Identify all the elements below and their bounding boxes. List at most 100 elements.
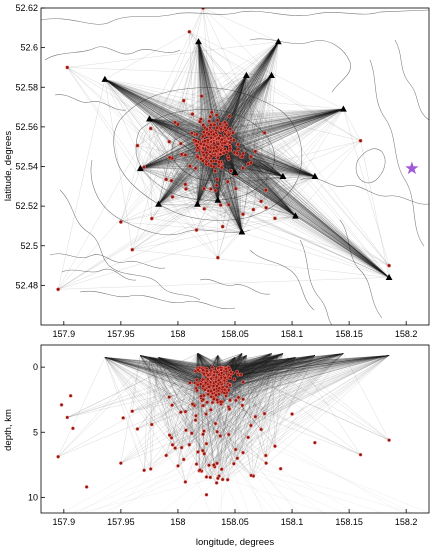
map-ray bbox=[228, 176, 284, 205]
map-event-dot bbox=[228, 127, 233, 131]
map-ray bbox=[211, 75, 247, 113]
map-ray bbox=[198, 41, 223, 128]
map-ray bbox=[260, 108, 344, 202]
map-ray bbox=[140, 161, 207, 169]
map-ray bbox=[218, 75, 247, 150]
map-ray bbox=[216, 127, 315, 177]
map-ray bbox=[225, 142, 236, 173]
map-ray bbox=[264, 108, 344, 134]
map-panel: 157.9 157.95 158 158.05 158.1 158.15 158.2 52.… bbox=[3, 3, 430, 339]
map-ray bbox=[219, 108, 344, 149]
map-ray bbox=[177, 75, 272, 125]
map-ray bbox=[206, 164, 315, 177]
map-ray bbox=[225, 142, 315, 177]
map-ray bbox=[218, 138, 315, 177]
map-ray bbox=[221, 75, 247, 128]
map-ray bbox=[104, 79, 215, 143]
map-ray bbox=[198, 41, 223, 142]
map-ray bbox=[242, 75, 272, 215]
map-ray bbox=[158, 189, 266, 205]
map-ray bbox=[214, 41, 279, 125]
map-ray bbox=[144, 166, 198, 205]
map-event-dot bbox=[208, 187, 213, 191]
depth-event-dot bbox=[220, 477, 225, 482]
map-ray bbox=[212, 108, 344, 142]
map-ray bbox=[198, 41, 265, 133]
depth-event-dot bbox=[264, 453, 268, 458]
map-ray bbox=[104, 79, 220, 149]
depth-event-dot bbox=[214, 375, 219, 380]
map-ray bbox=[197, 162, 222, 205]
map-ray bbox=[219, 41, 279, 129]
map-ray bbox=[217, 154, 238, 201]
map-ray bbox=[198, 41, 222, 163]
map-ray bbox=[104, 79, 236, 175]
map-ray bbox=[202, 151, 315, 177]
map-ray bbox=[185, 108, 344, 185]
map-ray bbox=[207, 139, 315, 177]
map-ray bbox=[223, 75, 247, 123]
map-ray bbox=[104, 79, 203, 153]
map-ray bbox=[202, 75, 272, 142]
map-ray bbox=[314, 140, 361, 177]
map-event-dot bbox=[65, 65, 70, 70]
map-ray bbox=[237, 144, 284, 177]
map-ray bbox=[214, 108, 344, 136]
map-event-dot bbox=[187, 29, 192, 34]
map-ray bbox=[236, 75, 272, 155]
map-ray bbox=[104, 79, 219, 139]
depth-event-dot bbox=[167, 395, 172, 399]
map-ray bbox=[149, 118, 203, 150]
map-ray bbox=[175, 122, 315, 177]
map-ray bbox=[169, 157, 219, 201]
map-ray bbox=[149, 118, 208, 141]
map-ray bbox=[206, 161, 219, 201]
map-ray bbox=[233, 75, 272, 141]
map-ray bbox=[229, 75, 272, 151]
map-ray bbox=[229, 41, 279, 148]
map-ray bbox=[140, 158, 208, 169]
map-event-dot bbox=[215, 125, 220, 130]
map-ray bbox=[225, 108, 344, 143]
map-ray bbox=[195, 168, 283, 177]
map-ray bbox=[104, 79, 210, 158]
map-ray bbox=[210, 41, 279, 138]
map-ray bbox=[224, 140, 284, 177]
map-ray bbox=[198, 41, 225, 129]
map-ray bbox=[197, 156, 217, 205]
map-ray bbox=[57, 79, 106, 290]
map-ray bbox=[209, 155, 219, 201]
map-ray bbox=[220, 75, 272, 139]
map-ray bbox=[197, 161, 212, 205]
map-ray bbox=[218, 154, 315, 177]
map-ray bbox=[104, 79, 222, 142]
map-ray bbox=[227, 41, 279, 157]
map-ray bbox=[220, 108, 344, 139]
map-ray bbox=[221, 41, 279, 130]
map-ray bbox=[225, 140, 236, 173]
map-ray bbox=[218, 138, 315, 177]
map-ray bbox=[221, 108, 344, 128]
map-ray bbox=[224, 75, 272, 150]
map-ray bbox=[211, 75, 272, 145]
map-ray bbox=[180, 75, 272, 144]
map-ray bbox=[214, 108, 344, 155]
map-ray bbox=[104, 79, 212, 140]
map-ray bbox=[169, 157, 283, 177]
map-ray bbox=[198, 41, 256, 152]
map-event-dot bbox=[263, 188, 268, 193]
map-ray bbox=[204, 154, 315, 177]
map-event-dot bbox=[200, 134, 205, 139]
map-ray bbox=[169, 75, 272, 158]
map-ray bbox=[221, 41, 279, 140]
map-ray bbox=[104, 79, 215, 136]
depth-ray bbox=[72, 469, 178, 513]
map-ray bbox=[104, 79, 213, 125]
map-ray bbox=[198, 41, 210, 122]
map-ray bbox=[226, 108, 344, 145]
depth-event-dot bbox=[228, 376, 232, 381]
depth-event-dot bbox=[164, 453, 169, 458]
y-tick-label: 10 bbox=[28, 492, 38, 502]
depth-event-dot bbox=[167, 433, 172, 437]
map-ray bbox=[210, 75, 247, 117]
